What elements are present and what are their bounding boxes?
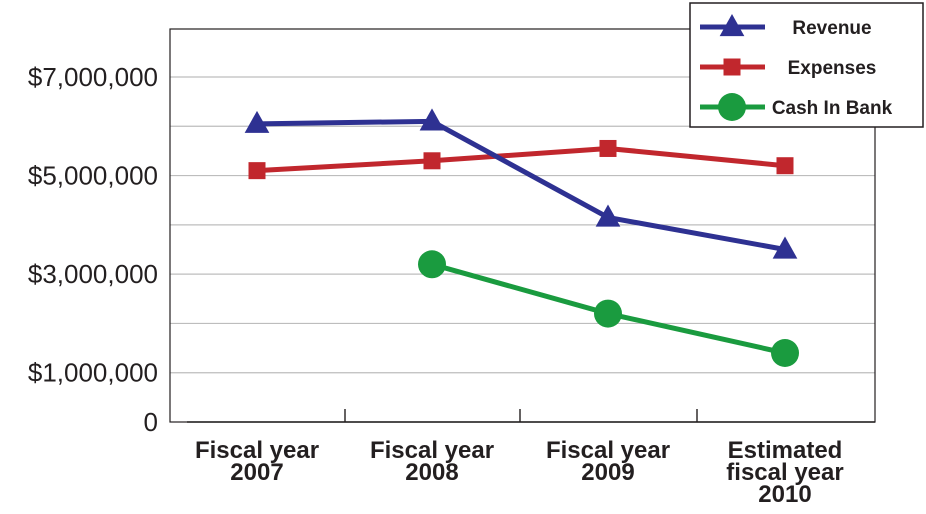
legend-item: Revenue xyxy=(700,14,872,39)
data-point xyxy=(594,299,622,328)
y-tick-label: $3,000,000 xyxy=(28,259,158,289)
x-tick-label-line: fiscal year xyxy=(726,459,843,486)
x-tick-label-line: 2009 xyxy=(581,459,634,486)
y-tick-label: $1,000,000 xyxy=(28,358,158,388)
y-tick-label: $7,000,000 xyxy=(28,62,158,92)
x-tick-label-line: Fiscal year xyxy=(546,437,670,464)
data-point xyxy=(776,157,794,175)
y-tick-label: $5,000,000 xyxy=(28,161,158,191)
data-point xyxy=(771,339,799,367)
series-expenses xyxy=(248,139,794,180)
x-tick-label-line: 2008 xyxy=(405,459,458,486)
x-tick-label-line: 2007 xyxy=(230,459,283,486)
x-tick-label-line: 2010 xyxy=(758,481,811,508)
data-point xyxy=(419,108,445,131)
legend-marker xyxy=(718,93,746,121)
legend-item: Cash In Bank xyxy=(700,93,893,121)
gridlines xyxy=(170,76,875,374)
series-revenue xyxy=(244,108,798,259)
data-point xyxy=(772,236,798,259)
y-axis-tick-labels: $7,000,000 $5,000,000 $3,000,000 $1,000,000… xyxy=(28,62,158,437)
x-axis xyxy=(187,409,875,423)
data-point xyxy=(244,110,270,133)
legend-marker xyxy=(719,14,745,37)
legend-label: Expenses xyxy=(788,58,877,79)
data-point xyxy=(418,250,446,279)
series-lines xyxy=(244,108,799,367)
x-tick-label-line: Estimated xyxy=(728,437,843,464)
legend-label: Revenue xyxy=(792,18,871,39)
series-cash-in-bank xyxy=(418,250,799,367)
y-tick-label: 0 xyxy=(144,407,158,437)
data-point xyxy=(423,152,441,170)
data-point xyxy=(595,204,621,227)
x-tick-label-line: Fiscal year xyxy=(370,437,494,464)
legend-label: Cash In Bank xyxy=(772,98,893,119)
x-tick-label-line: Fiscal year xyxy=(195,437,319,464)
data-point xyxy=(599,139,617,157)
legend-item: Expenses xyxy=(700,58,876,79)
series-line xyxy=(256,145,786,174)
legend-marker xyxy=(723,58,741,76)
data-point xyxy=(248,162,266,180)
series-line xyxy=(256,118,786,252)
legend: Revenue Expenses Cash In Bank xyxy=(689,2,924,128)
